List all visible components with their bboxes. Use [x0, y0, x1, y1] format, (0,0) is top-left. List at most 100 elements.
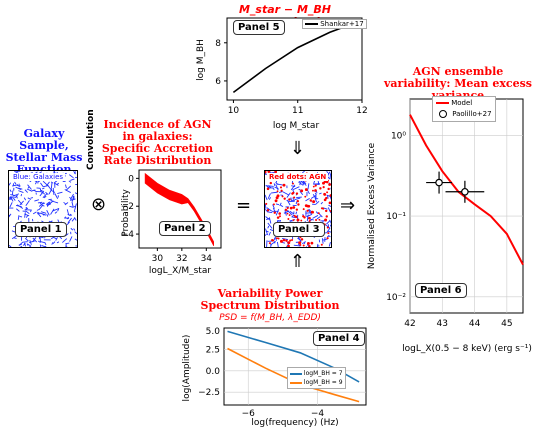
- galaxy-filament: [50, 182, 53, 189]
- galaxy-filament: [15, 193, 19, 198]
- galaxy-filament: [17, 215, 20, 220]
- galaxy-filament: [326, 227, 331, 234]
- galaxy-filament: [19, 200, 24, 206]
- agn-dot: [276, 216, 280, 219]
- equals-operator-icon: =: [236, 195, 252, 216]
- agn-dot: [268, 242, 271, 245]
- scaling-legend: Shankar+17: [302, 19, 367, 29]
- galaxy-filament: [268, 197, 272, 200]
- galaxy-filament: [275, 182, 279, 186]
- galaxy-filament: [265, 230, 269, 233]
- galaxy-filament: [265, 216, 270, 220]
- galaxy-filament: [302, 171, 305, 174]
- panel-3-label: Panel 3: [273, 222, 325, 237]
- galaxy-filament: [20, 193, 23, 197]
- right-arrow-icon: ⇒: [340, 195, 356, 216]
- galaxy-filament: [327, 230, 331, 233]
- agn-dot: [278, 212, 282, 215]
- excess-x-tick-label: 43: [437, 319, 448, 329]
- galaxy-filament: [24, 242, 27, 247]
- galaxy-filament: [55, 237, 58, 241]
- galaxy-filament: [52, 207, 60, 212]
- galaxy-filament: [39, 190, 45, 197]
- variability-x-label: log(frequency) (Hz): [251, 418, 338, 428]
- galaxy-filament: [17, 199, 23, 205]
- galaxy-filament: [275, 208, 280, 216]
- agn-dot: [319, 187, 322, 190]
- galaxy-filament: [291, 214, 295, 218]
- galaxy-filament: [20, 245, 23, 247]
- galaxy-filament: [18, 241, 23, 246]
- agn-dot: [285, 239, 288, 242]
- scaling-x-label: log M_star: [273, 121, 320, 131]
- legend-data-marker-icon: [439, 110, 447, 118]
- galaxy-filament: [73, 228, 76, 231]
- galaxy-filament: [69, 193, 74, 200]
- agn-dot: [304, 195, 307, 198]
- galaxy-filament: [284, 210, 287, 216]
- galaxy-filament: [65, 185, 72, 191]
- agn-dot: [304, 204, 308, 208]
- agn-dot: [309, 199, 312, 202]
- galaxy-filament: [286, 192, 291, 198]
- agn-dot: [279, 239, 283, 243]
- galaxy-filament: [315, 200, 320, 205]
- agn-dot: [320, 243, 323, 246]
- panel-2-label: Panel 2: [159, 221, 211, 236]
- galaxy-filament: [41, 245, 47, 247]
- galaxy-filament: [64, 216, 66, 219]
- galaxy-filament: [46, 201, 50, 205]
- galaxy-filament: [316, 215, 321, 220]
- galaxy-filament: [326, 220, 331, 225]
- agn-dot: [298, 241, 302, 245]
- agn-dot: [322, 186, 325, 189]
- galaxy-filament: [46, 203, 52, 206]
- galaxy-filament: [9, 202, 13, 208]
- galaxy-filament: [302, 180, 307, 185]
- agn-dot: [308, 216, 311, 220]
- galaxy-filament: [272, 204, 275, 209]
- galaxy-filament: [282, 238, 289, 240]
- accretion-y-tick-label: −2: [121, 202, 134, 212]
- agn-dot: [282, 238, 286, 242]
- galaxy-filament: [27, 197, 32, 200]
- agn-dot: [284, 208, 287, 211]
- galaxy-filament: [305, 246, 307, 247]
- galaxy-filament: [65, 184, 67, 189]
- galaxy-filament: [328, 204, 331, 208]
- agn-dot: [310, 241, 314, 245]
- galaxy-filament: [314, 197, 317, 203]
- galaxy-filament: [298, 181, 304, 186]
- panel-6-label: Panel 6: [415, 283, 467, 298]
- scaling-x-tick-label: 10: [228, 106, 240, 116]
- galaxy-filament: [329, 173, 331, 180]
- agn-dot: [293, 196, 296, 199]
- variability-x-tick-label: −6: [242, 409, 256, 419]
- scaling-relation-line: [232, 22, 356, 94]
- agn-inset-label: Red dots: AGN: [267, 173, 329, 181]
- galaxy-filament: [265, 209, 268, 213]
- agn-dot: [304, 188, 308, 192]
- galaxy-filament: [70, 227, 74, 231]
- accretion-x-tick-label: 32: [176, 254, 187, 264]
- galaxy-filament: [307, 209, 313, 216]
- excess-x-tick-label: 44: [469, 319, 481, 329]
- scaling-legend-line-icon: [305, 23, 318, 25]
- agn-dot: [325, 180, 329, 184]
- galaxy-filament: [273, 237, 276, 241]
- galaxy-filament: [314, 192, 317, 195]
- galaxy-filament: [265, 204, 267, 209]
- agn-dot: [288, 198, 291, 201]
- excess-data-point: [435, 178, 443, 187]
- down-arrow-icon: ⇓: [290, 138, 306, 159]
- galaxy-filament: [39, 212, 47, 216]
- galaxy-filament: [279, 202, 282, 207]
- galaxy-filament: [27, 243, 32, 247]
- agn-dot: [306, 209, 309, 212]
- galaxy-filament: [30, 197, 34, 199]
- galaxy-filament: [275, 203, 280, 206]
- galaxy-filament: [306, 214, 309, 222]
- agn-dot: [286, 212, 289, 215]
- galaxy-filament: [327, 171, 331, 175]
- galaxy-filament: [66, 209, 70, 216]
